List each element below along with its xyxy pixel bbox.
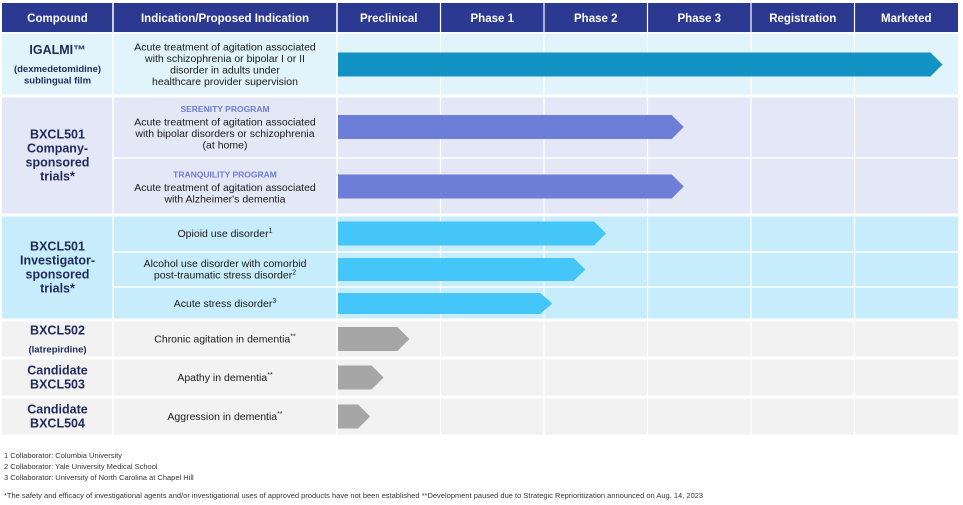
indication-text: healthcare provider supervision [152,76,298,88]
compound-name: Candidate [27,403,87,417]
progress-arrow [338,327,410,351]
indication-text: Aggression in dementia** [167,411,282,423]
indication-text: Alcohol use disorder with comorbid [144,258,307,270]
compound-name: sponsored [26,268,90,282]
compound-name: Investigator- [20,254,95,268]
indication-text: Apathy in dementia** [177,372,273,384]
header-compound: Compound [27,13,88,25]
program-label: SERENITY PROGRAM [180,104,269,114]
compound-name: Company- [27,142,88,156]
footnote-reference: 3 [272,298,276,305]
progress-arrow [338,221,607,246]
compound-name: trials* [40,282,75,296]
compound-name: BXCL502 [30,323,85,337]
compound-name: IGALMI™ [29,43,85,57]
header-stage: Marketed [881,13,932,25]
group-background [2,358,958,397]
compound-name: sponsored [26,156,90,170]
footnote-1: 1 Collaborator: Columbia University [4,451,122,460]
compound-name: BXCL501 [30,240,85,254]
header-stage: Preclinical [360,13,418,25]
compound-subtitle: (latrepirdine) [28,344,86,355]
progress-arrow [338,52,943,77]
footnote-reference: 1 [269,228,273,235]
indication-text: Acute treatment of agitation associated [134,182,316,194]
progress-arrow [338,404,371,429]
footnote-reference: 2 [292,270,296,277]
header-indication: Indication/Proposed Indication [141,13,309,25]
header-stage: Registration [769,13,836,25]
footnote-reference: ** [267,372,273,379]
indication-text: with Alzheimer's dementia [163,193,285,205]
compound-name: trials* [40,170,75,184]
compound-subtitle: (dexmedetomidine) [14,64,101,75]
header-stage: Phase 1 [471,13,515,25]
indication-text: disorder in adults under [170,65,280,77]
header-stage: Phase 3 [678,13,721,25]
indication-text: with schizophrenia or bipolar I or II [144,53,305,65]
progress-arrow [338,365,384,390]
progress-arrow [338,293,553,314]
group-background [2,397,958,436]
footnote-reference: ** [290,333,296,340]
indication-text: Chronic agitation in dementia** [154,333,296,345]
disclaimer: *The safety and efficacy of investigatio… [4,491,704,500]
footnote-2: 2 Collaborator: Yale University Medical … [4,462,158,471]
footnote-reference: ** [277,411,283,418]
progress-arrow [338,115,684,139]
indication-text: (at home) [203,140,248,152]
compound-name: BXCL503 [30,378,85,392]
compound-name: BXCL504 [30,417,85,431]
group-background [2,320,958,358]
pipeline-chart: Compound Indication/Proposed Indication Pr… [2,3,958,438]
compound-name: Candidate [27,364,87,378]
indication-text: post-traumatic stress disorder2 [154,270,296,282]
compound-name: BXCL501 [30,128,85,142]
program-label: TRANQUILITY PROGRAM [173,169,277,179]
header-stage: Phase 2 [574,13,617,25]
indication-text: with bipolar disorders or schizophrenia [134,128,314,140]
footnote-3: 3 Collaborator: University of North Caro… [4,473,194,482]
indication-text: Acute treatment of agitation associated [134,117,316,129]
indication-text: Acute treatment of agitation associated [134,42,316,54]
indication-text: Acute stress disorder3 [174,298,277,310]
progress-arrow [338,174,684,199]
compound-subtitle: sublingual film [24,76,91,87]
indication-text: Opioid use disorder1 [178,228,273,240]
progress-arrow [338,258,586,281]
header-bar [2,3,958,33]
